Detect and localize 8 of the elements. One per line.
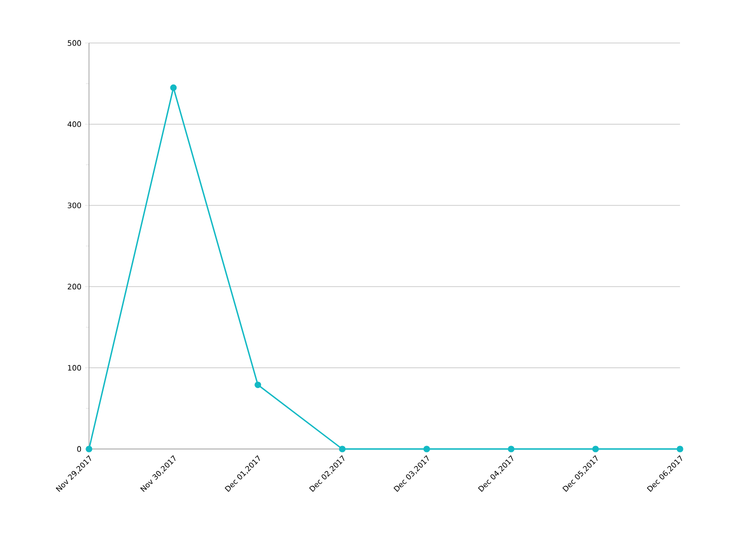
point xyxy=(170,84,177,91)
point xyxy=(86,446,92,452)
point xyxy=(592,446,599,452)
point xyxy=(508,446,514,452)
point xyxy=(338,446,346,452)
point xyxy=(423,446,430,452)
point xyxy=(676,446,684,452)
point xyxy=(254,382,262,388)
